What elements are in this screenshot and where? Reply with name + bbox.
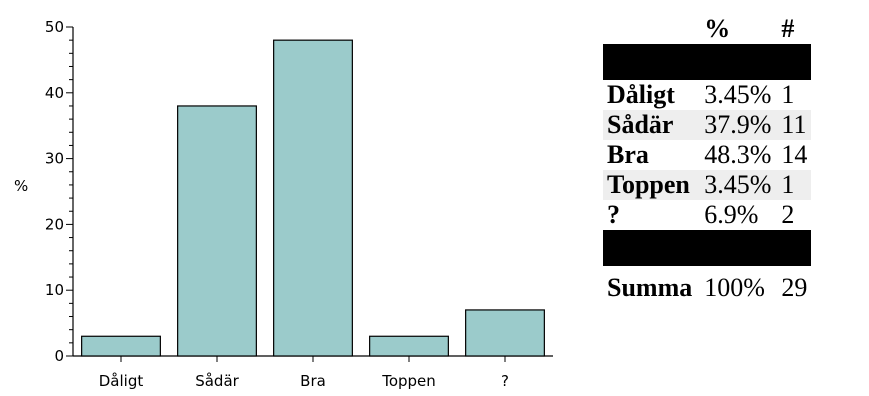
- table-row: Bra 48.3% 14: [603, 140, 811, 170]
- y-tick-label: 40: [45, 84, 64, 102]
- x-tick-label: Sådär: [195, 372, 239, 390]
- row-label: ?: [607, 200, 620, 229]
- row-count: 1: [777, 170, 812, 200]
- bar: [177, 105, 257, 357]
- row-percent: 3.45%: [704, 80, 772, 109]
- row-percent: 3.45%: [698, 170, 778, 200]
- x-tick-label: Toppen: [381, 372, 436, 390]
- x-tick-label: Bra: [300, 372, 326, 390]
- bar: [273, 39, 353, 357]
- bar-chart: % 0 10 20 30 40 50 Dåligt Sådär Bra Toppen?: [14, 18, 553, 390]
- table-band-bottom: [603, 230, 812, 266]
- table-row: Dåligt 3.45% 1: [603, 80, 811, 110]
- table-row: Sådär 37.9% 11: [603, 110, 812, 140]
- header-count: #: [781, 14, 795, 43]
- results-table: % # Dåligt 3.45% 1 Sådär 37.9% 11 Bra 48…: [603, 4, 812, 310]
- summary-count: 29: [781, 273, 808, 302]
- summary-percent: 100%: [704, 273, 765, 302]
- bar: [465, 309, 545, 357]
- row-percent: 6.9%: [704, 200, 759, 229]
- row-label: Toppen: [603, 170, 699, 200]
- table-row: Toppen 3.45% 1: [603, 170, 812, 200]
- bar: [369, 335, 449, 357]
- row-percent: 37.9%: [698, 110, 778, 140]
- y-axis-title: %: [14, 177, 28, 195]
- row-count: 1: [781, 80, 795, 109]
- y-tick-label: 30: [45, 150, 64, 168]
- header-label: [603, 4, 698, 44]
- table-summary-row: Summa 100% 29: [603, 266, 811, 310]
- row-label: Dåligt: [607, 80, 675, 109]
- y-tick-label: 50: [45, 18, 64, 36]
- row-label: Sådär: [603, 110, 699, 140]
- summary-label: Summa: [607, 273, 693, 302]
- row-label: Bra: [607, 140, 649, 169]
- row-count: 11: [777, 110, 812, 140]
- y-tick-label: 10: [45, 281, 64, 299]
- row-count: 14: [781, 140, 808, 169]
- table-band-top: [603, 44, 812, 80]
- table-header-row: % #: [603, 4, 811, 44]
- x-tick-label: Dåligt: [99, 372, 144, 390]
- x-tick-label: ?: [501, 372, 509, 390]
- row-percent: 48.3%: [704, 140, 772, 169]
- row-count: 2: [781, 200, 795, 229]
- y-tick-label: 0: [54, 347, 64, 365]
- table-row: ? 6.9% 2: [603, 200, 811, 230]
- bar: [81, 335, 161, 357]
- y-tick-label: 20: [45, 215, 64, 233]
- header-percent: %: [704, 14, 731, 43]
